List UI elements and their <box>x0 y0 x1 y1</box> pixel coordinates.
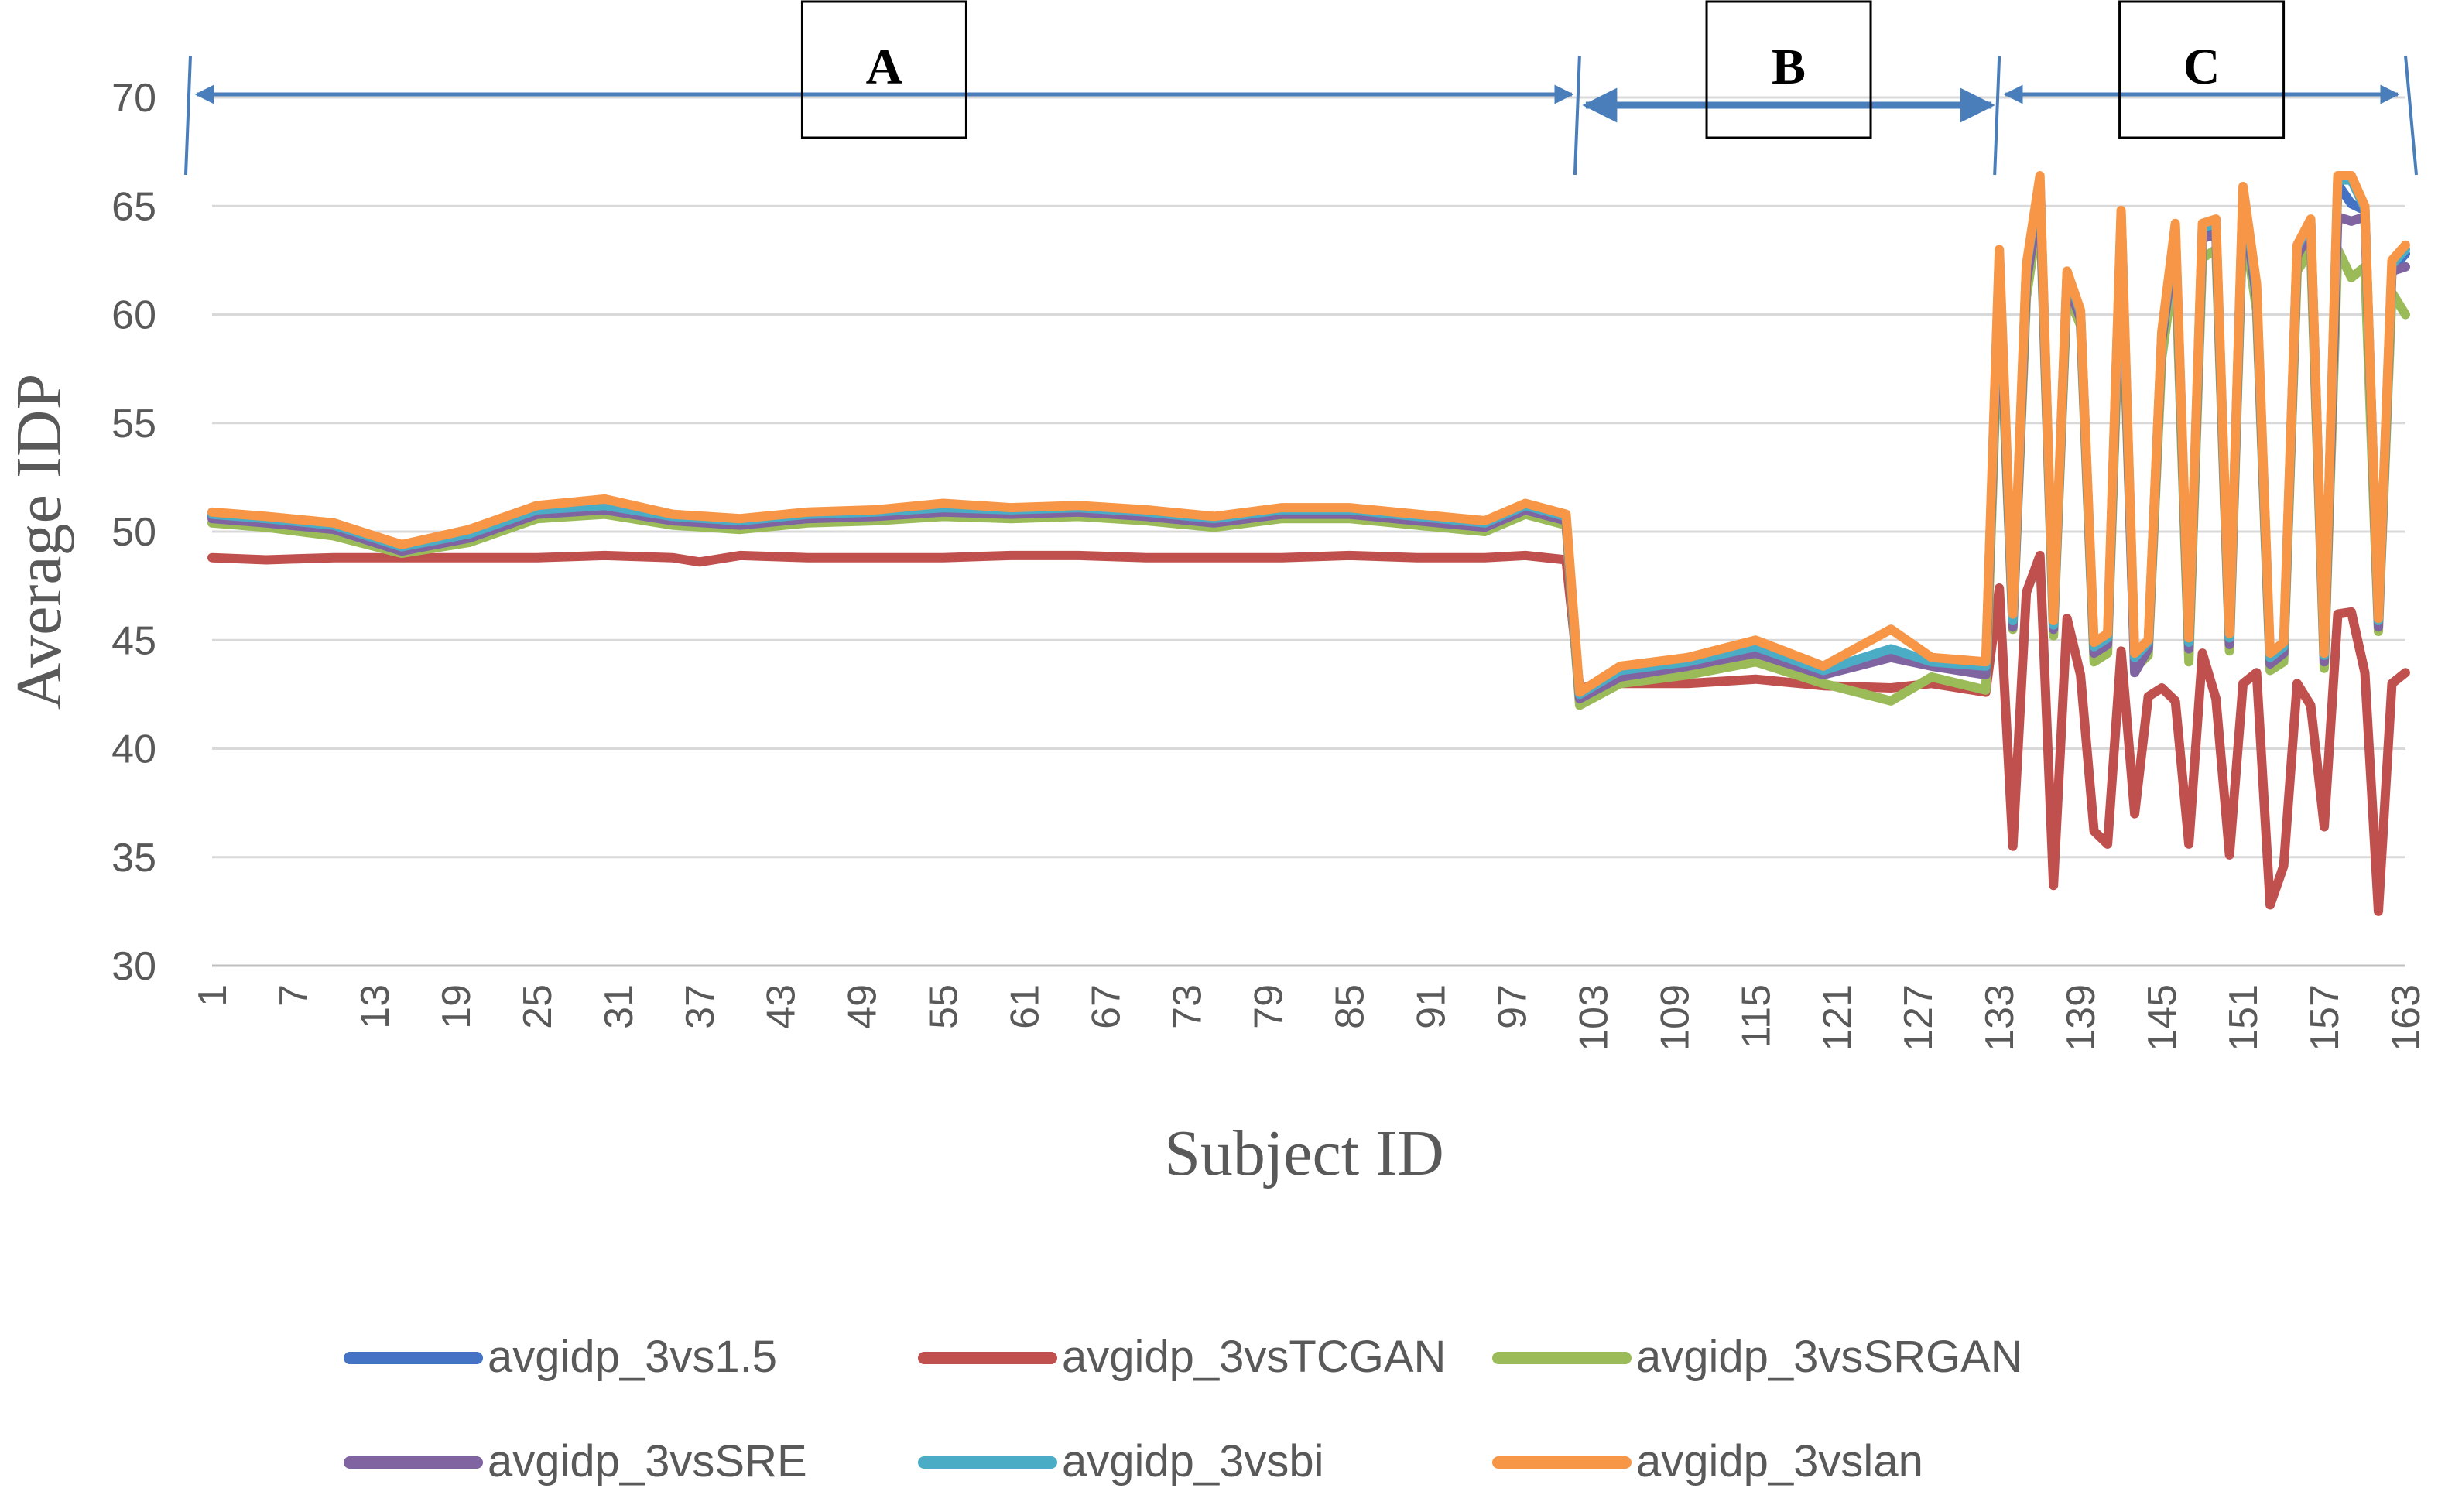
x-tick-label: 55 <box>922 984 967 1029</box>
x-tick-label: 145 <box>2140 984 2185 1052</box>
y-tick-labels: 30 35 40 45 50 55 60 65 70 <box>111 76 156 989</box>
x-tick-label: 49 <box>841 984 885 1029</box>
x-tick-label: 133 <box>1977 984 2022 1052</box>
segment-label: C <box>2183 39 2221 95</box>
segment-boundary <box>2404 55 2418 176</box>
x-tick-label: 13 <box>353 984 398 1029</box>
x-tick-labels: 1 7 13 19 25 31 37 43 49 55 61 67 73 79 85 91 97 103 109 11… <box>190 984 2429 1052</box>
x-tick-label: 91 <box>1409 984 1454 1029</box>
segment-boundary <box>1993 55 2001 176</box>
y-tick-label: 30 <box>111 944 156 989</box>
segment-label-box <box>800 0 967 139</box>
x-tick-label: 115 <box>1734 984 1779 1048</box>
segment-label: A <box>866 39 903 95</box>
x-tick-label: 43 <box>759 984 804 1029</box>
y-tick-label: 35 <box>111 836 156 881</box>
x-tick-label: 25 <box>515 984 560 1029</box>
legend-label: avgidp_3vsSRE <box>488 1436 807 1486</box>
y-tick-label: 60 <box>111 293 156 338</box>
x-tick-label: 151 <box>2221 984 2266 1052</box>
x-tick-label: 61 <box>1003 984 1048 1029</box>
gridlines <box>212 96 2405 859</box>
legend-label: avgidp_3vsSRGAN <box>1636 1332 2023 1382</box>
x-tick-label: 19 <box>434 984 479 1029</box>
y-tick-label: 55 <box>111 402 156 446</box>
x-tick-label: 139 <box>2059 984 2104 1052</box>
x-tick-label: 7 <box>272 984 317 1007</box>
x-tick-label: 1 <box>190 984 235 1007</box>
x-tick-label: 31 <box>597 984 642 1029</box>
series-line-3 <box>207 201 2410 710</box>
series-lines <box>207 171 2410 916</box>
segment-label-box <box>2118 0 2286 139</box>
y-tick-label: 40 <box>111 727 156 772</box>
x-tick-label: 97 <box>1490 984 1535 1029</box>
segment-boundary <box>1573 55 1581 176</box>
series-line-6 <box>207 171 2410 697</box>
series-line-5 <box>207 175 2410 700</box>
series-line-1 <box>207 177 2410 702</box>
legend-label: avgidp_3vs1.5 <box>488 1332 777 1382</box>
x-tick-label: 109 <box>1652 984 1697 1052</box>
x-tick-label: 37 <box>678 984 723 1029</box>
segment-boundary <box>184 55 192 176</box>
segment-label-box <box>1705 0 1872 139</box>
y-tick-label: 70 <box>111 76 156 121</box>
x-tick-label: 157 <box>2303 984 2347 1052</box>
series-line-4 <box>207 190 2410 703</box>
x-tick-label: 73 <box>1166 984 1210 1029</box>
x-tick-label: 103 <box>1571 984 1616 1052</box>
y-tick-label: 50 <box>111 510 156 555</box>
x-tick-label: 67 <box>1084 984 1129 1029</box>
x-tick-label: 121 <box>1815 984 1860 1052</box>
legend-label: avgidp_3vslan <box>1636 1436 1923 1486</box>
legend-label: avgidp_3vsTCGAN <box>1062 1332 1446 1382</box>
x-tick-label: 163 <box>2384 984 2429 1052</box>
segment-annotations: A B C <box>184 0 2418 176</box>
segment-label: B <box>1772 39 1806 95</box>
y-axis-title: Average IDP <box>3 374 75 710</box>
series-line-2 <box>207 550 2410 916</box>
legend: avgidp_3vs1.5 avgidp_3vsTCGAN avgidp_3vsSR… <box>344 1332 2023 1486</box>
x-tick-label: 79 <box>1247 984 1292 1029</box>
y-tick-label: 65 <box>111 184 156 229</box>
legend-label: avgidp_3vsbi <box>1062 1436 1324 1486</box>
x-tick-label: 127 <box>1896 984 1941 1052</box>
x-axis-title: Subject ID <box>1164 1117 1444 1189</box>
x-tick-label: 85 <box>1327 984 1372 1029</box>
y-tick-label: 45 <box>111 618 156 663</box>
